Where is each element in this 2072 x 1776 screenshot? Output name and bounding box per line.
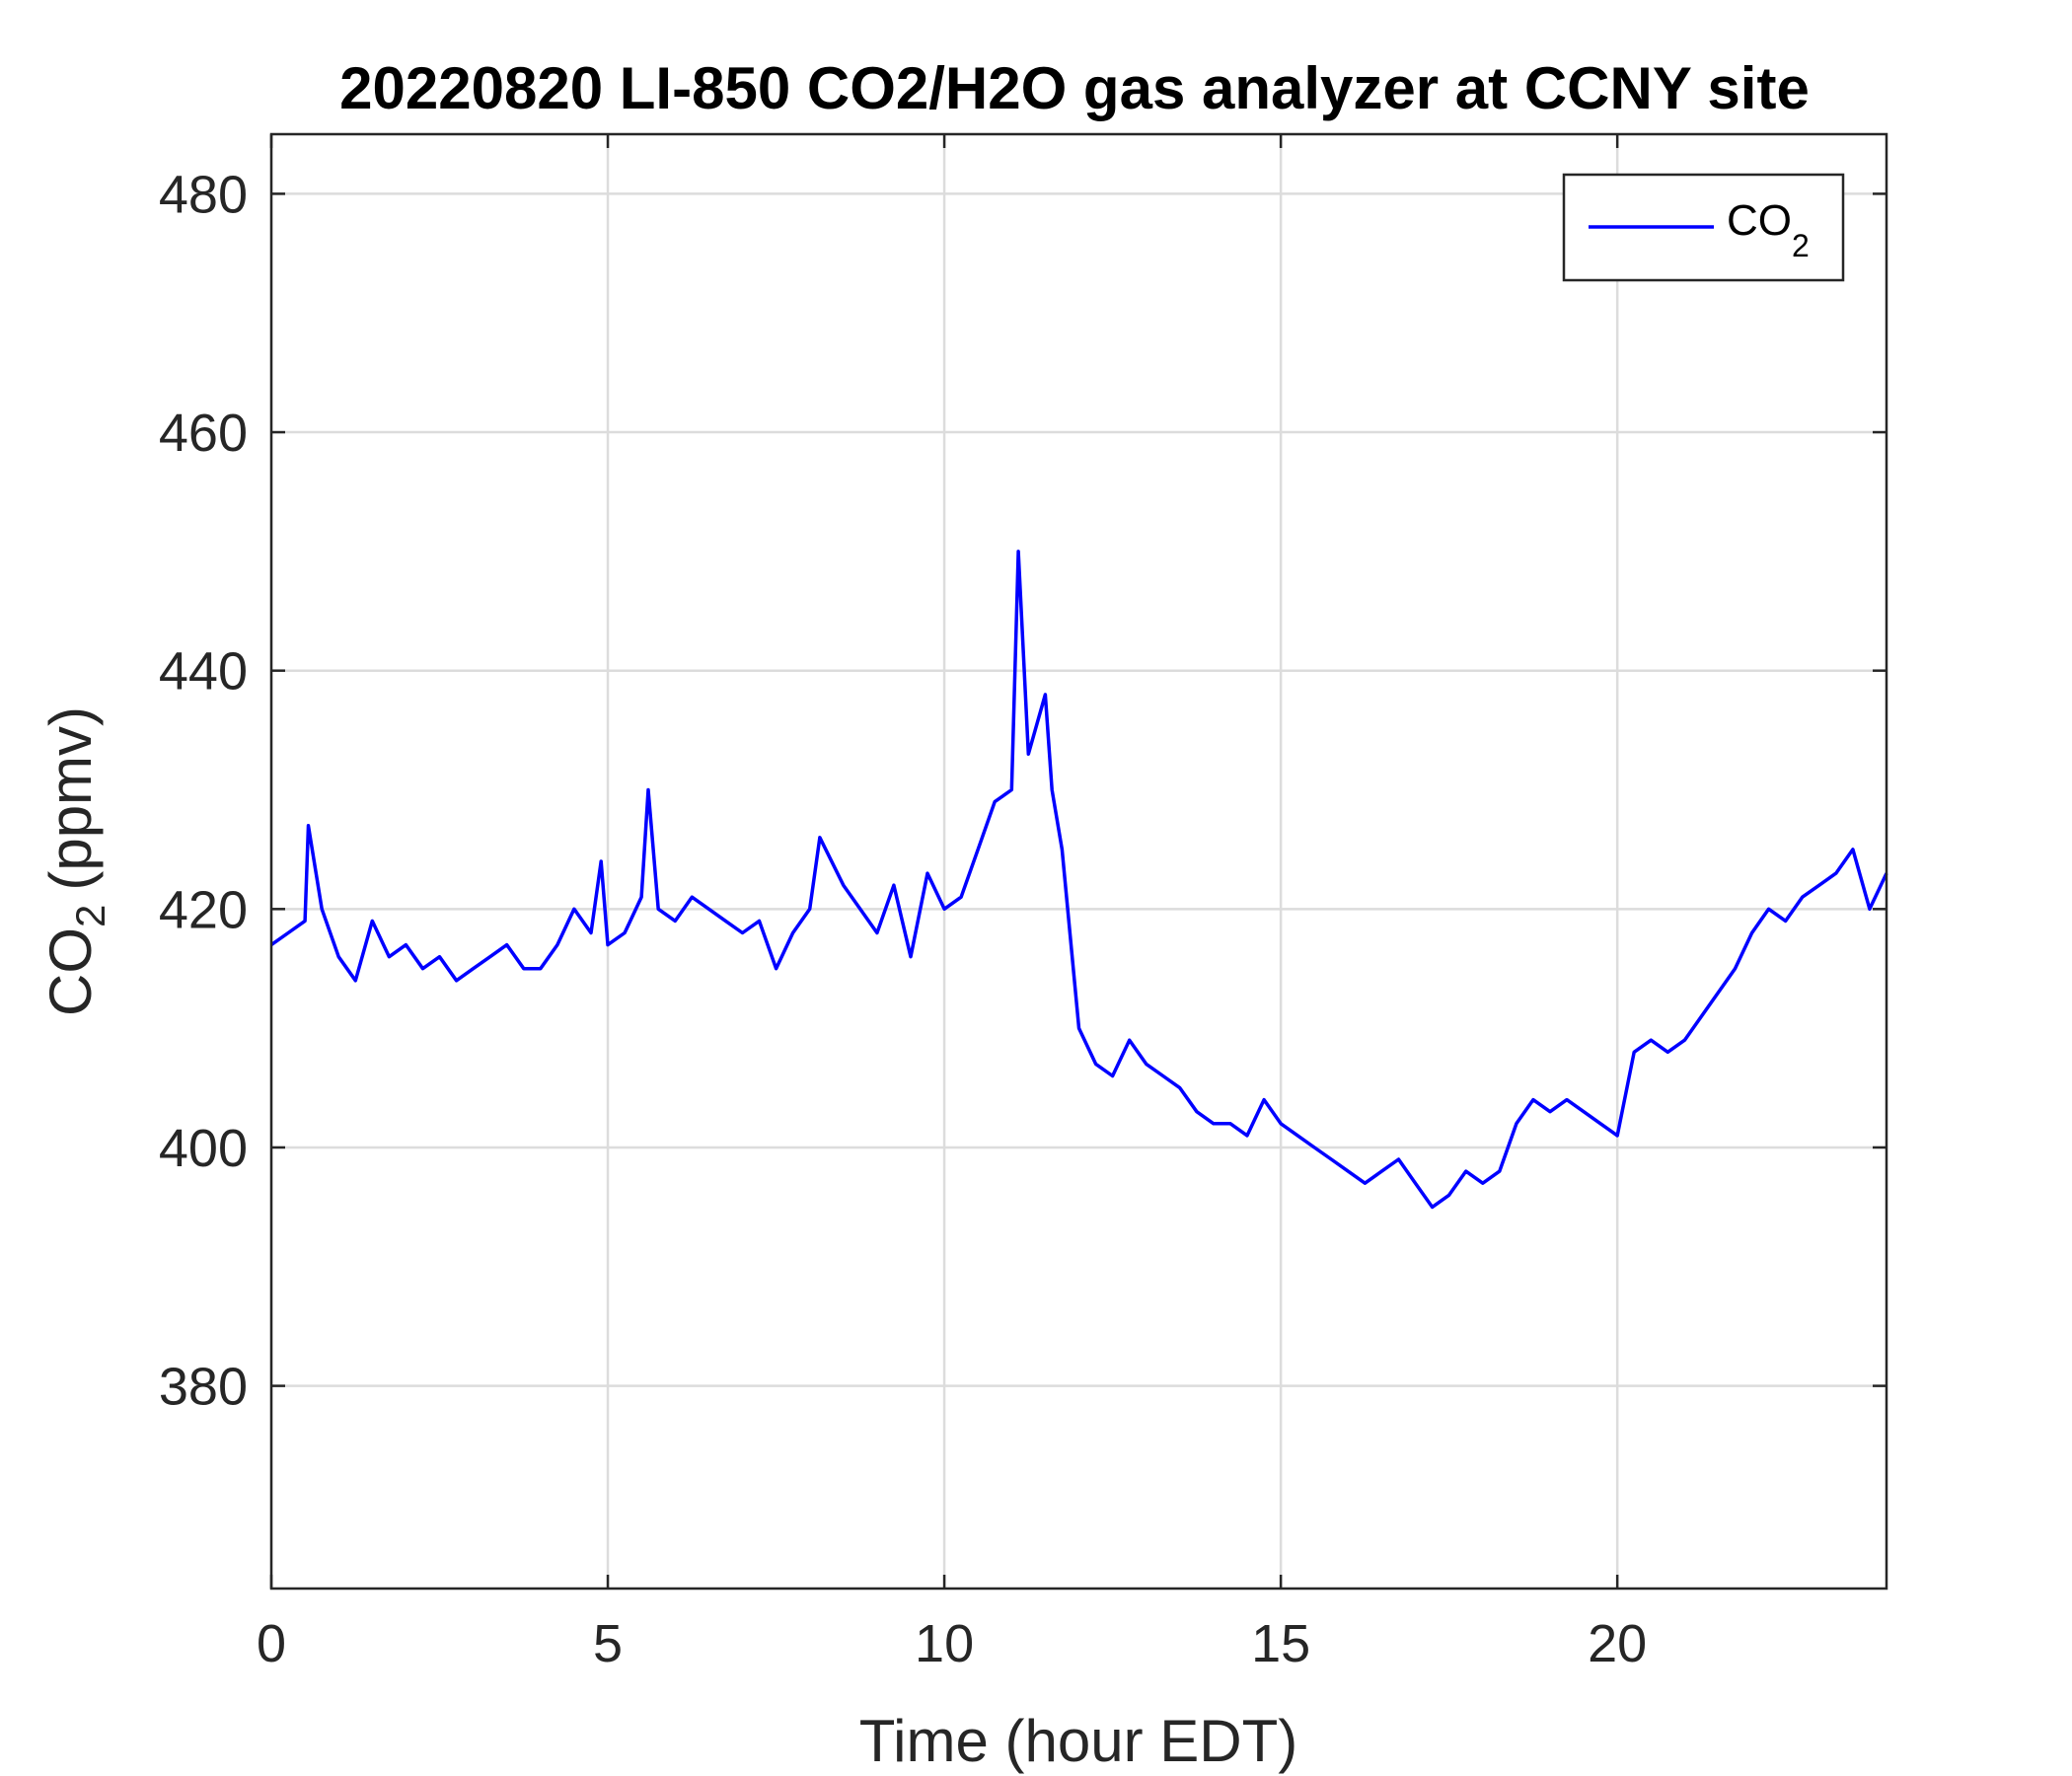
plot-area xyxy=(269,550,1888,1210)
y-tick-label: 440 xyxy=(159,642,248,702)
y-tick-label: 400 xyxy=(159,1119,248,1178)
x-tick-label: 20 xyxy=(1588,1614,1647,1673)
co2-series-line xyxy=(269,550,1888,1210)
y-axis-label-main: CO xyxy=(37,927,104,1016)
legend-label-subscript: 2 xyxy=(1792,228,1810,263)
x-tick-label: 10 xyxy=(915,1614,974,1673)
x-tick-label: 0 xyxy=(257,1614,286,1673)
y-tick-label: 460 xyxy=(159,404,248,463)
legend-label: CO2 xyxy=(1727,196,1810,263)
x-tick-label: 5 xyxy=(593,1614,623,1673)
y-axis-label-unit: (ppmv) xyxy=(37,706,104,891)
y-axis-label: CO2 (ppmv) xyxy=(37,706,113,1016)
y-tick-label: 420 xyxy=(159,880,248,939)
x-tick-labels: 0 5 10 15 20 xyxy=(257,1614,1647,1673)
x-axis-label: Time (hour EDT) xyxy=(859,1708,1298,1774)
chart-title: 20220820 LI-850 CO2/H2O gas analyzer at … xyxy=(339,55,1810,121)
legend-label-main: CO xyxy=(1727,196,1792,245)
y-axis-label-subscript: 2 xyxy=(67,905,113,927)
axes-box xyxy=(269,132,1888,1591)
x-tick-label: 15 xyxy=(1251,1614,1310,1673)
y-tick-label: 380 xyxy=(159,1358,248,1417)
y-tick-label: 480 xyxy=(159,165,248,224)
y-tick-labels: 380 400 420 440 460 480 xyxy=(159,165,248,1416)
legend: CO2 xyxy=(1562,173,1845,282)
